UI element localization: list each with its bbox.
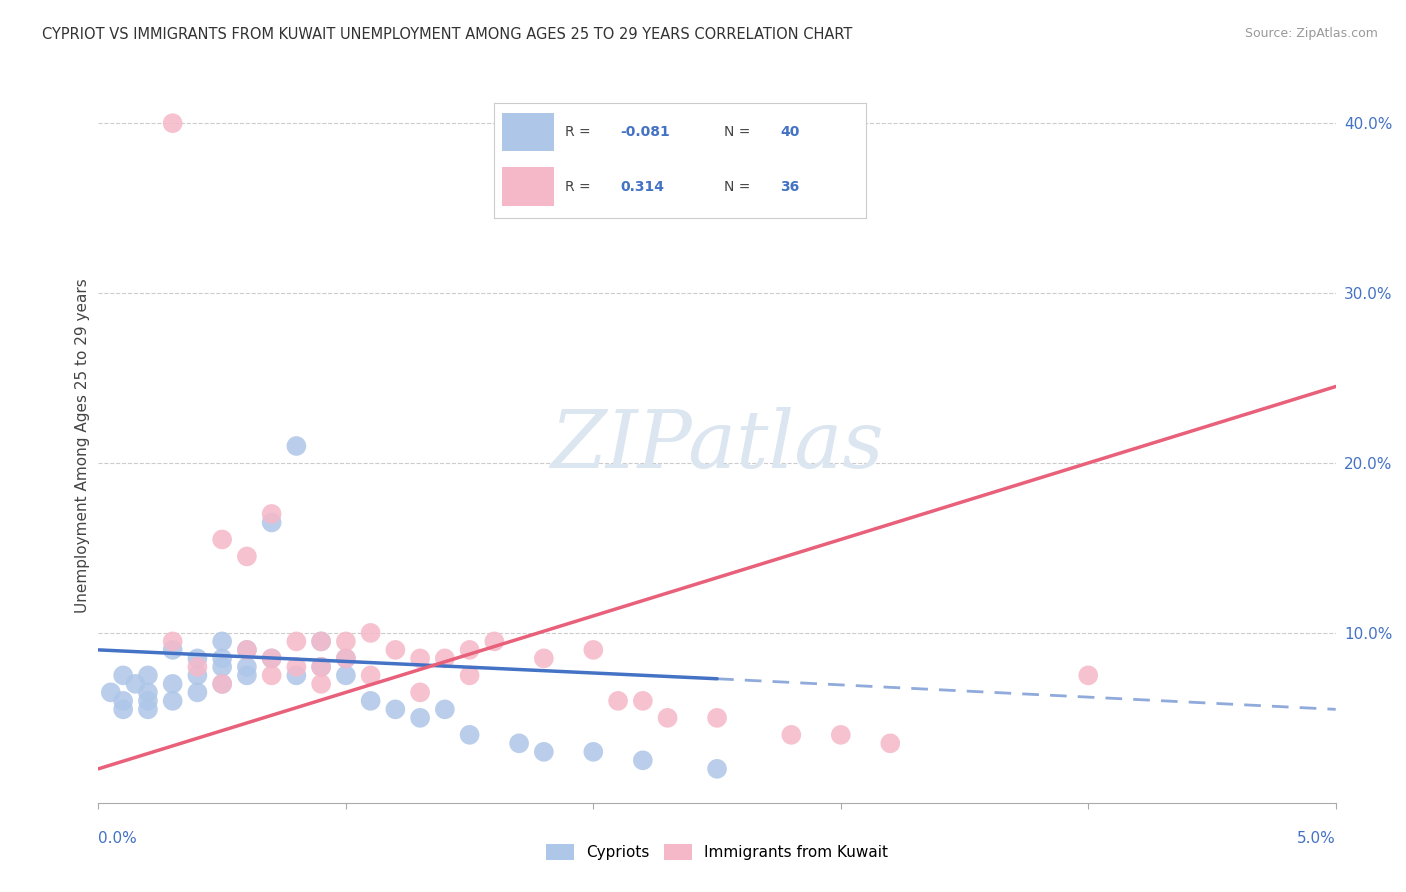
Point [162, 643, 184, 657]
Point [582, 643, 605, 657]
Point [186, 660, 208, 674]
Point [458, 643, 481, 657]
Point [186, 685, 208, 699]
Point [162, 694, 184, 708]
Point [236, 643, 259, 657]
Point [260, 668, 283, 682]
Text: Source: ZipAtlas.com: Source: ZipAtlas.com [1244, 27, 1378, 40]
Point [309, 634, 332, 648]
Point [879, 736, 901, 750]
Y-axis label: Unemployment Among Ages 25 to 29 years: Unemployment Among Ages 25 to 29 years [75, 278, 90, 614]
Point [112, 668, 135, 682]
Point [236, 643, 259, 657]
Point [162, 677, 184, 691]
Point [236, 549, 259, 564]
Point [136, 702, 159, 716]
Point [260, 516, 283, 530]
Point [162, 116, 184, 130]
Point [631, 753, 654, 767]
Point [211, 677, 233, 691]
Point [186, 651, 208, 665]
Point [657, 711, 679, 725]
Point [211, 533, 233, 547]
Point [533, 745, 555, 759]
Point [112, 694, 135, 708]
Point [186, 668, 208, 682]
Point [285, 660, 308, 674]
Point [508, 736, 530, 750]
Point [433, 651, 456, 665]
Point [136, 685, 159, 699]
Point [409, 685, 432, 699]
Legend: Cypriots, Immigrants from Kuwait: Cypriots, Immigrants from Kuwait [540, 838, 894, 866]
Point [236, 660, 259, 674]
Point [112, 702, 135, 716]
Text: 5.0%: 5.0% [1296, 831, 1336, 846]
Text: CYPRIOT VS IMMIGRANTS FROM KUWAIT UNEMPLOYMENT AMONG AGES 25 TO 29 YEARS CORRELA: CYPRIOT VS IMMIGRANTS FROM KUWAIT UNEMPL… [42, 27, 852, 42]
Point [260, 651, 283, 665]
Point [484, 634, 506, 648]
Point [211, 677, 233, 691]
Point [830, 728, 852, 742]
Point [458, 728, 481, 742]
Point [260, 507, 283, 521]
Point [236, 668, 259, 682]
Point [335, 634, 357, 648]
Point [285, 668, 308, 682]
Point [433, 702, 456, 716]
Point [360, 626, 382, 640]
Point [335, 651, 357, 665]
Point [409, 711, 432, 725]
Point [533, 651, 555, 665]
Point [309, 660, 332, 674]
Point [384, 702, 406, 716]
Point [309, 660, 332, 674]
Point [136, 694, 159, 708]
Point [706, 762, 728, 776]
Point [136, 668, 159, 682]
Point [335, 651, 357, 665]
Point [409, 651, 432, 665]
Text: ZIPatlas: ZIPatlas [550, 408, 884, 484]
Point [335, 668, 357, 682]
Point [260, 651, 283, 665]
Point [582, 745, 605, 759]
Point [706, 711, 728, 725]
Point [309, 634, 332, 648]
Point [162, 634, 184, 648]
Point [360, 694, 382, 708]
Text: 0.0%: 0.0% [98, 831, 138, 846]
Point [631, 694, 654, 708]
Point [285, 439, 308, 453]
Point [100, 685, 122, 699]
Point [1077, 668, 1099, 682]
Point [780, 728, 803, 742]
Point [124, 677, 146, 691]
Point [607, 694, 630, 708]
Point [285, 634, 308, 648]
Point [458, 668, 481, 682]
Point [211, 660, 233, 674]
Point [309, 677, 332, 691]
Point [360, 668, 382, 682]
Point [211, 651, 233, 665]
Point [211, 634, 233, 648]
Point [384, 643, 406, 657]
